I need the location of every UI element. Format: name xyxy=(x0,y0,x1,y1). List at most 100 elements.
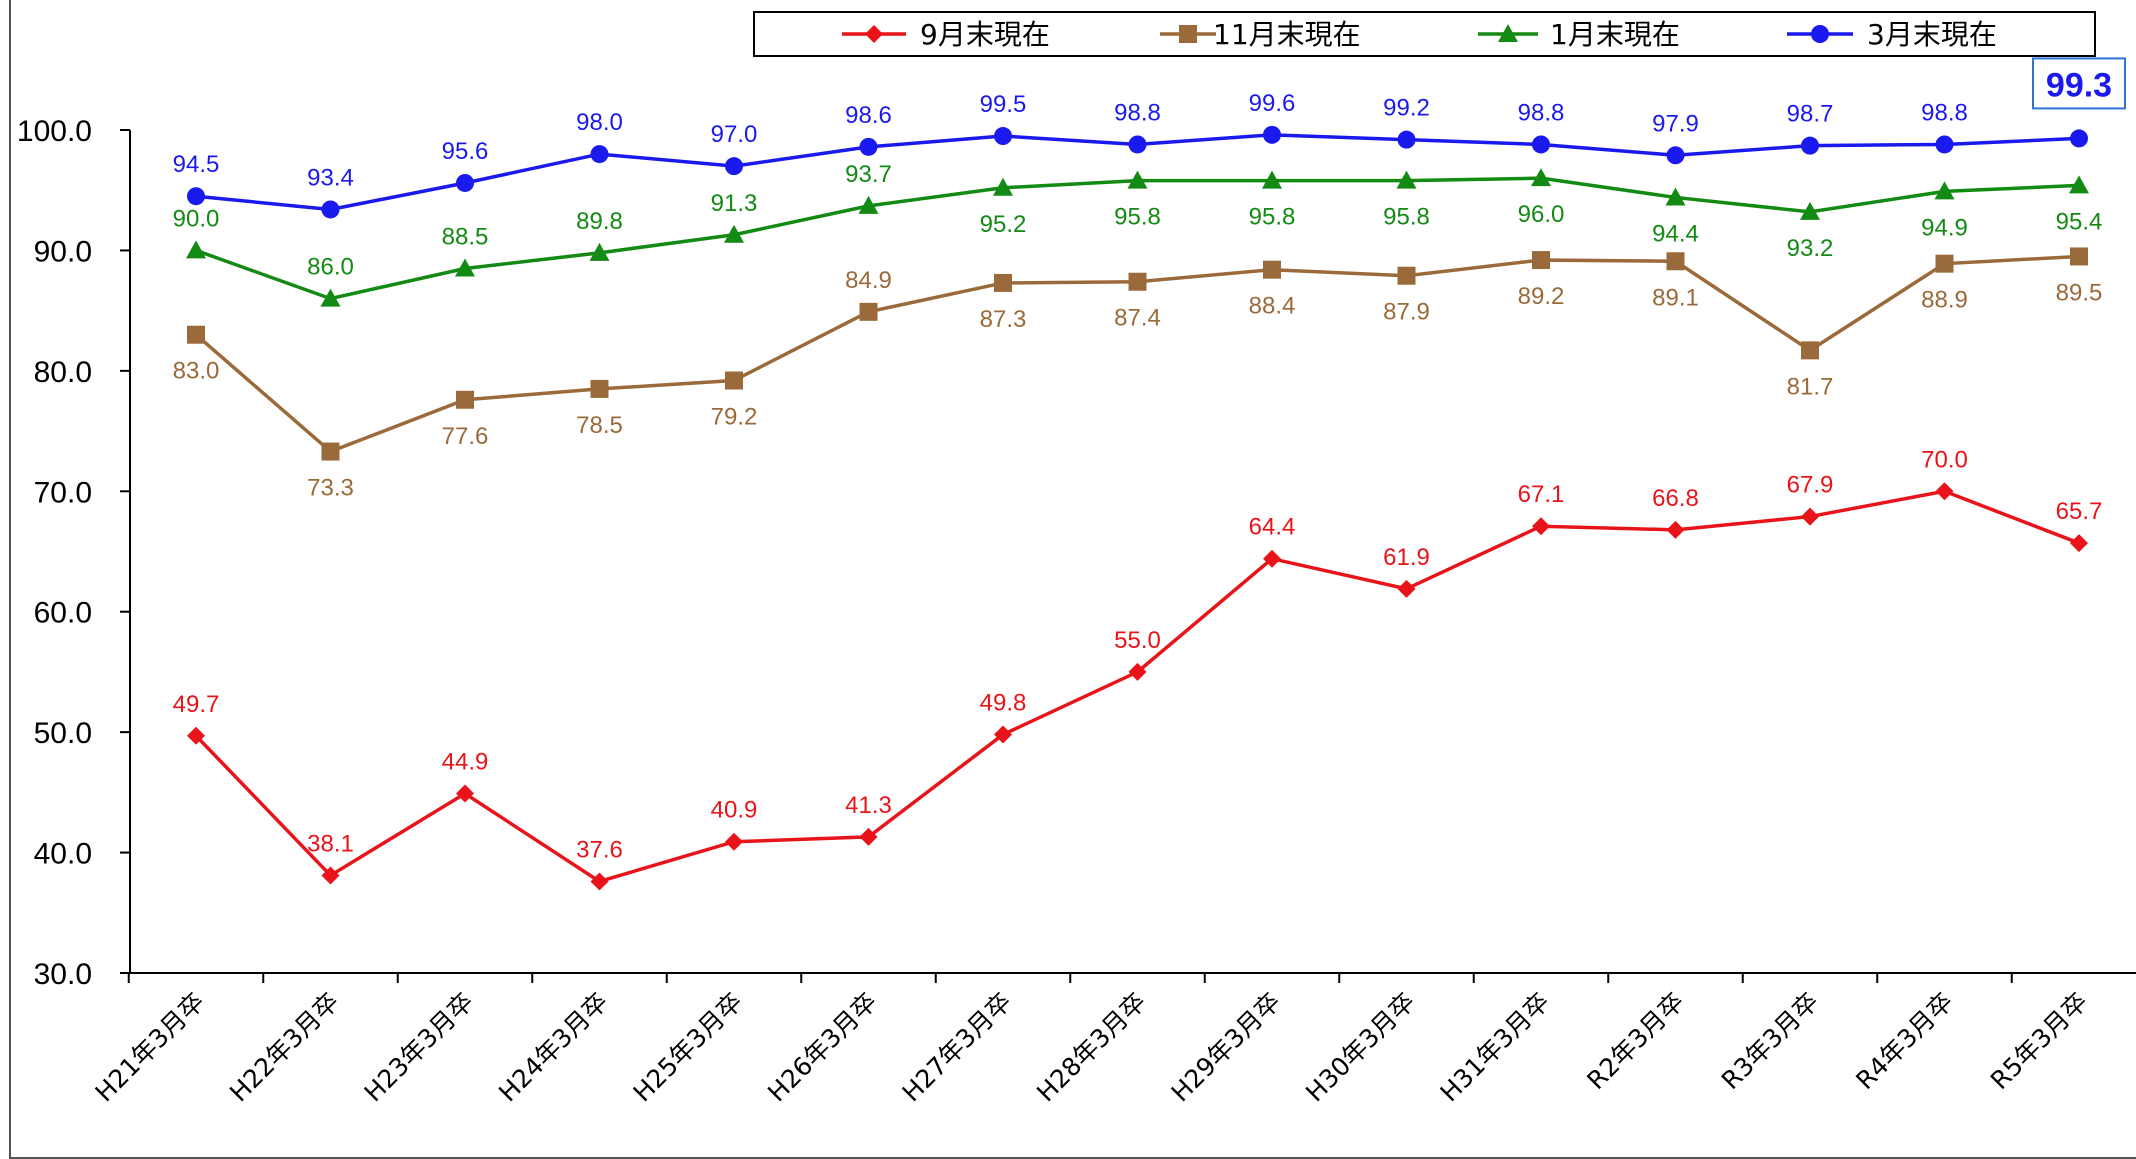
data-label: 98.0 xyxy=(576,109,623,136)
data-label: 67.1 xyxy=(1518,481,1565,508)
x-tick-label: H24年3月卒 xyxy=(493,987,614,1108)
data-point xyxy=(320,288,341,307)
y-tick-label: 30.0 xyxy=(34,958,92,991)
data-point xyxy=(1127,170,1148,189)
y-tick-label: 100.0 xyxy=(17,115,92,148)
data-label: 88.9 xyxy=(1921,287,1968,314)
legend: 9月末現在 11月末現在 1月末現在 3月末現在 xyxy=(753,11,2096,57)
data-point xyxy=(1666,520,1685,539)
x-tick-label: H31年3月卒 xyxy=(1435,987,1556,1108)
data-point xyxy=(590,872,609,891)
data-point xyxy=(321,200,340,219)
data-point xyxy=(1532,135,1550,154)
data-label: 64.4 xyxy=(1249,514,1296,541)
y-tick-label: 50.0 xyxy=(34,717,92,750)
data-label: 99.6 xyxy=(1249,90,1296,117)
data-label: 95.8 xyxy=(1383,204,1430,231)
legend-box xyxy=(753,11,2096,57)
legend-entry-1: 9月末現在 xyxy=(842,18,1050,51)
data-point xyxy=(994,273,1012,292)
data-label: 49.8 xyxy=(980,690,1027,717)
data-point xyxy=(1263,549,1281,568)
x-tick-label: R2年3月卒 xyxy=(1581,987,1689,1095)
data-label: 86.0 xyxy=(307,254,354,281)
x-tick-label: H29年3月卒 xyxy=(1166,987,1287,1108)
data-label: 89.8 xyxy=(576,208,623,235)
legend-marker xyxy=(1179,25,1197,43)
x-tick-label: H30年3月卒 xyxy=(1300,987,1421,1108)
data-point xyxy=(2069,175,2089,194)
data-point xyxy=(456,173,474,192)
y-tick-label: 90.0 xyxy=(34,235,92,268)
data-point xyxy=(1531,168,1551,187)
data-label: 87.9 xyxy=(1383,299,1430,326)
data-point xyxy=(1666,252,1685,271)
x-tick-label: R4年3月卒 xyxy=(1850,987,1958,1095)
data-point xyxy=(1935,254,1954,273)
data-point xyxy=(1397,130,1416,149)
data-point xyxy=(2070,129,2088,148)
data-label: 95.8 xyxy=(1249,204,1296,231)
data-label: 84.9 xyxy=(845,267,892,294)
data-point xyxy=(1934,181,1955,200)
data-point xyxy=(1666,146,1685,165)
data-label: 97.0 xyxy=(711,121,758,148)
y-tick-label: 70.0 xyxy=(34,476,92,509)
data-point xyxy=(1935,482,1954,501)
data-label: 89.5 xyxy=(2056,279,2103,306)
data-point xyxy=(2070,534,2088,553)
data-point xyxy=(1128,662,1147,681)
data-label: 95.8 xyxy=(1114,204,1161,231)
data-label: 77.6 xyxy=(442,423,489,450)
series-3: 90.0 86.0 88.5 89.8 91.3 93.7 95.2 95.8 95.8 95.8… xyxy=(173,161,2102,307)
data-label: 81.7 xyxy=(1787,373,1834,400)
legend-marker xyxy=(1811,25,1829,43)
data-point xyxy=(1262,170,1282,189)
data-point xyxy=(1935,135,1954,154)
data-label: 99.5 xyxy=(980,91,1027,118)
data-label: 87.4 xyxy=(1114,305,1161,332)
legend-label: 3月末現在 xyxy=(1867,18,1997,51)
data-label: 83.0 xyxy=(173,358,220,385)
data-point xyxy=(725,157,743,176)
x-tick-label: H28年3月卒 xyxy=(1031,987,1152,1108)
data-point xyxy=(859,137,878,156)
data-point xyxy=(725,371,743,390)
legend-label: 11月末現在 xyxy=(1213,18,1361,51)
data-label: 95.2 xyxy=(980,211,1027,238)
data-point xyxy=(1263,125,1281,144)
data-label: 41.3 xyxy=(845,792,892,819)
data-label: 98.8 xyxy=(1518,99,1565,126)
data-point xyxy=(858,195,879,214)
data-point xyxy=(1263,260,1281,279)
data-point xyxy=(1532,517,1550,536)
data-point xyxy=(590,379,609,398)
data-point xyxy=(1128,272,1147,291)
legend-marker xyxy=(865,25,883,43)
data-point xyxy=(1397,579,1416,598)
data-label: 49.7 xyxy=(173,691,220,718)
series-4: 94.5 93.4 95.6 98.0 97.0 98.6 99.5 98.8 99.6 99.2… xyxy=(173,90,2088,219)
x-tick-label: H23年3月卒 xyxy=(359,987,480,1108)
data-point xyxy=(321,866,340,885)
data-point xyxy=(1801,507,1819,526)
highlight-label-box xyxy=(2032,57,2126,110)
x-tick-label: H27年3月卒 xyxy=(897,987,1018,1108)
data-point xyxy=(187,187,205,206)
data-label: 70.0 xyxy=(1921,446,1968,473)
data-point xyxy=(1665,187,1686,206)
data-label: 61.9 xyxy=(1383,544,1430,571)
data-label: 99.2 xyxy=(1383,95,1430,122)
data-label: 79.2 xyxy=(711,403,758,430)
data-label: 93.2 xyxy=(1787,235,1834,262)
data-label: 89.2 xyxy=(1518,283,1565,310)
data-label: 91.3 xyxy=(711,190,758,217)
data-label: 55.0 xyxy=(1114,627,1161,654)
data-label: 87.3 xyxy=(980,306,1027,333)
data-label: 98.8 xyxy=(1921,99,1968,126)
data-point xyxy=(321,442,340,461)
y-tick-label: 60.0 xyxy=(34,597,92,630)
y-tick-label: 40.0 xyxy=(34,838,92,871)
data-label: 88.4 xyxy=(1249,293,1296,320)
